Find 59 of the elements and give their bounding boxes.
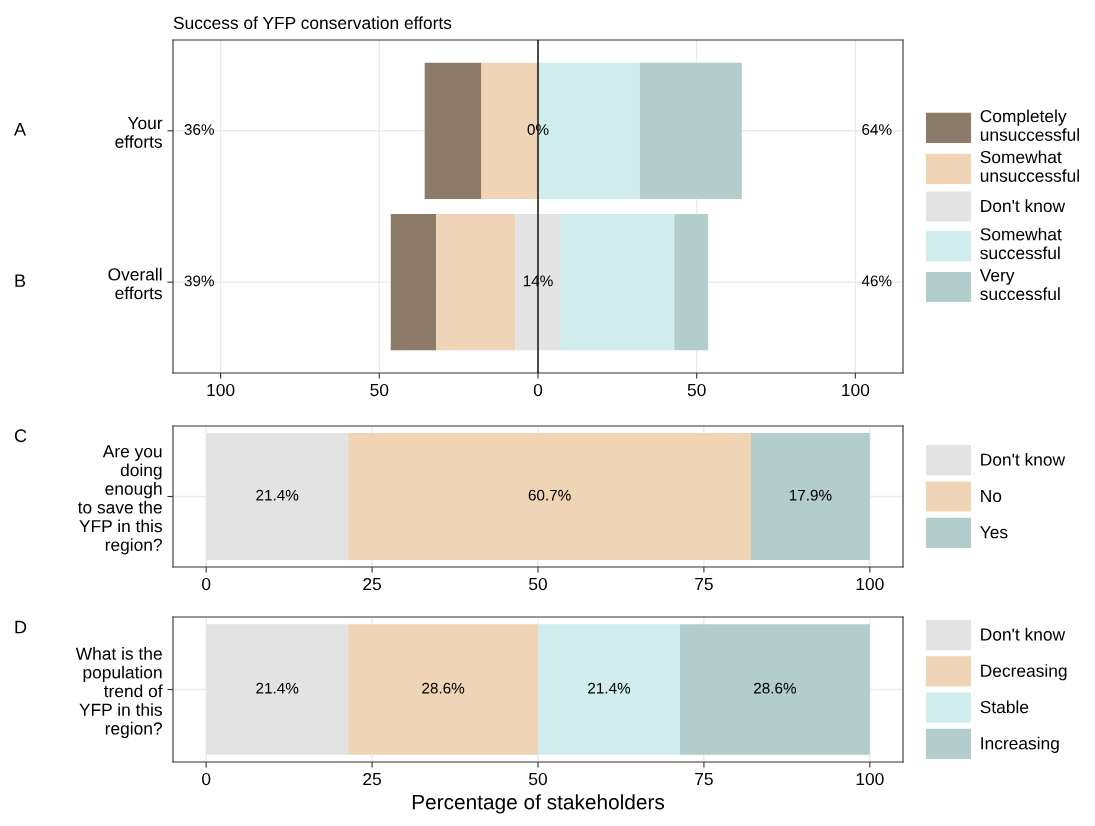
bar	[538, 624, 681, 755]
y-tick-label: Are you doing enough to save the YFP in this region?	[77, 445, 162, 555]
x-tick-label: 100	[856, 577, 884, 591]
y-tick-label: Overall efforts	[108, 267, 162, 300]
data-label: 28.6%	[754, 682, 797, 694]
annotation: 36%	[184, 124, 214, 135]
legend-label: Don't know	[981, 199, 1066, 213]
bar	[674, 214, 709, 351]
x-tick-label: 25	[363, 577, 382, 591]
x-tick-label: 50	[687, 383, 706, 397]
data-label: 21.4%	[256, 489, 299, 501]
data-label: 17.9%	[789, 489, 832, 501]
x-tick-label: 0	[202, 772, 211, 786]
bar	[680, 624, 870, 755]
x-tick-label: 50	[529, 772, 547, 786]
text: A	[14, 123, 27, 136]
data-label: 21.4%	[588, 682, 631, 694]
bar	[390, 214, 437, 351]
data-label: 60.7%	[528, 489, 571, 501]
x-tick-label: 50	[529, 577, 547, 591]
bar	[751, 433, 870, 560]
legend-label: Completely unsuccessful	[980, 109, 1079, 141]
x-tick-label: 50	[370, 383, 389, 397]
bar	[639, 62, 742, 199]
x-tick-label: 75	[695, 578, 713, 591]
legend-label: Very successful	[979, 269, 1060, 301]
text: No	[981, 489, 1002, 503]
text: C	[14, 429, 27, 443]
annotation: 39%	[184, 275, 214, 287]
text: Stable	[980, 700, 1029, 714]
bar	[560, 214, 674, 351]
x-tick-label: 25	[363, 772, 382, 786]
x-tick-label: 100	[856, 772, 884, 786]
text: Don't know	[981, 453, 1066, 466]
chart-title: Success of YFP conservation efforts	[173, 16, 452, 30]
annotation: 64%	[862, 124, 892, 135]
text: Decreasing	[981, 664, 1067, 681]
legend-label: Increasing	[981, 736, 1059, 753]
bar	[515, 214, 561, 351]
data-label: 28.6%	[422, 682, 465, 694]
y-tick-label: Your efforts	[115, 117, 163, 148]
bar	[348, 624, 538, 755]
y-tick-label: What is the population trend of YFP in this region?	[75, 647, 163, 739]
x-tick-label: 75	[695, 773, 713, 786]
x-tick-label: 0	[533, 383, 543, 397]
legend-label: Somewhat unsuccessful	[980, 150, 1079, 182]
text: Don't know	[981, 627, 1066, 641]
bar	[424, 62, 482, 199]
x-tick-label: 100	[842, 383, 870, 397]
text: B	[15, 274, 26, 287]
text: D	[15, 620, 27, 634]
data-label: 21.4%	[256, 682, 299, 694]
text: Yes	[980, 526, 1008, 539]
bar	[436, 214, 516, 351]
annotation: 46%	[861, 275, 892, 287]
x-tick-label: 100	[207, 383, 235, 397]
legend-label: Somewhat successful	[980, 227, 1062, 260]
x-tick-label: 0	[202, 577, 211, 591]
x-axis-title: Percentage of stakeholders	[412, 794, 665, 814]
